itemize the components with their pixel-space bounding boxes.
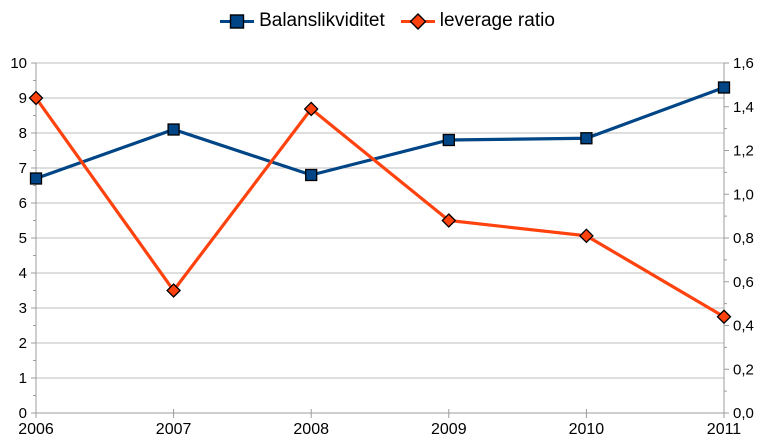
left-axis-tick-label: 3 bbox=[19, 300, 27, 317]
left-axis-tick-label: 8 bbox=[19, 125, 27, 142]
left-axis-tick-label: 5 bbox=[19, 230, 27, 247]
right-axis-tick-label: 0,0 bbox=[733, 405, 754, 422]
left-axis-tick-label: 4 bbox=[19, 265, 27, 282]
right-axis-tick-label: 1,4 bbox=[733, 99, 754, 116]
legend-label-balanslikviditet: Balanslikviditet bbox=[259, 10, 385, 31]
data-point-square-marker[interactable] bbox=[167, 123, 180, 136]
right-axis-tick-label: 0,2 bbox=[733, 361, 754, 378]
right-axis-tick-label: 0,8 bbox=[733, 230, 754, 247]
left-axis-tick-label: 1 bbox=[19, 370, 27, 387]
series-line-leverage-ratio bbox=[34, 97, 725, 319]
x-axis-tick-label: 2010 bbox=[569, 421, 605, 438]
chart-legend: Balanslikviditet leverage ratio bbox=[0, 9, 775, 33]
right-axis: 0,0 0,2 0,4 0,6 0,8 1,0 1,2 1,4 1,6 bbox=[724, 55, 754, 422]
axes bbox=[31, 63, 725, 418]
data-point-diamond-marker[interactable] bbox=[441, 213, 457, 228]
data-point-square-marker[interactable] bbox=[717, 81, 731, 94]
data-point-diamond-marker[interactable] bbox=[303, 101, 319, 117]
data-point-diamond-marker[interactable] bbox=[578, 228, 594, 244]
left-axis-tick-label: 0 bbox=[19, 405, 27, 422]
data-point-diamond-marker[interactable] bbox=[28, 90, 44, 106]
x-axis-tick-label: 2011 bbox=[707, 421, 742, 438]
x-axis-tick-label: 2006 bbox=[18, 421, 54, 438]
right-axis-tick-label: 1,2 bbox=[733, 143, 754, 160]
legend-item-balanslikviditet[interactable]: Balanslikviditet bbox=[220, 9, 385, 33]
left-axis: 0 1 2 3 4 5 6 7 8 9 10 bbox=[10, 55, 36, 422]
data-point-square-marker[interactable] bbox=[29, 172, 43, 185]
left-axis-tick-label: 10 bbox=[10, 55, 27, 72]
legend-marker-square-icon bbox=[220, 13, 255, 29]
gridlines bbox=[36, 62, 724, 414]
left-axis-tick-label: 7 bbox=[19, 160, 27, 177]
right-axis-tick-label: 1,0 bbox=[733, 186, 754, 203]
legend-marker-diamond-icon bbox=[400, 12, 435, 30]
right-axis-tick-label: 0,6 bbox=[733, 274, 754, 291]
legend-item-leverage-ratio[interactable]: leverage ratio bbox=[400, 9, 555, 33]
series-line-balanslikviditet bbox=[35, 85, 725, 181]
series-leverage-ratio bbox=[28, 90, 732, 325]
right-axis-tick-label: 0,4 bbox=[733, 318, 754, 335]
right-axis-tick-label: 1,6 bbox=[733, 55, 754, 72]
x-axis-tick-label: 2007 bbox=[156, 421, 192, 438]
legend-label-leverage-ratio: leverage ratio bbox=[439, 10, 555, 31]
data-point-square-marker[interactable] bbox=[442, 133, 455, 147]
x-axis: 2006 2007 2008 2009 2010 2011 bbox=[18, 409, 741, 438]
left-axis-tick-label: 2 bbox=[19, 335, 27, 352]
data-point-diamond-marker[interactable] bbox=[166, 283, 182, 298]
x-axis-tick-label: 2008 bbox=[293, 421, 329, 438]
left-axis-tick-label: 6 bbox=[19, 195, 27, 212]
x-axis-tick-label: 2009 bbox=[431, 421, 467, 438]
data-point-diamond-marker[interactable] bbox=[716, 309, 732, 325]
series-balanslikviditet bbox=[29, 81, 731, 185]
data-point-square-marker[interactable] bbox=[580, 132, 593, 145]
data-point-square-marker[interactable] bbox=[305, 168, 318, 182]
left-axis-tick-label: 9 bbox=[19, 90, 27, 107]
